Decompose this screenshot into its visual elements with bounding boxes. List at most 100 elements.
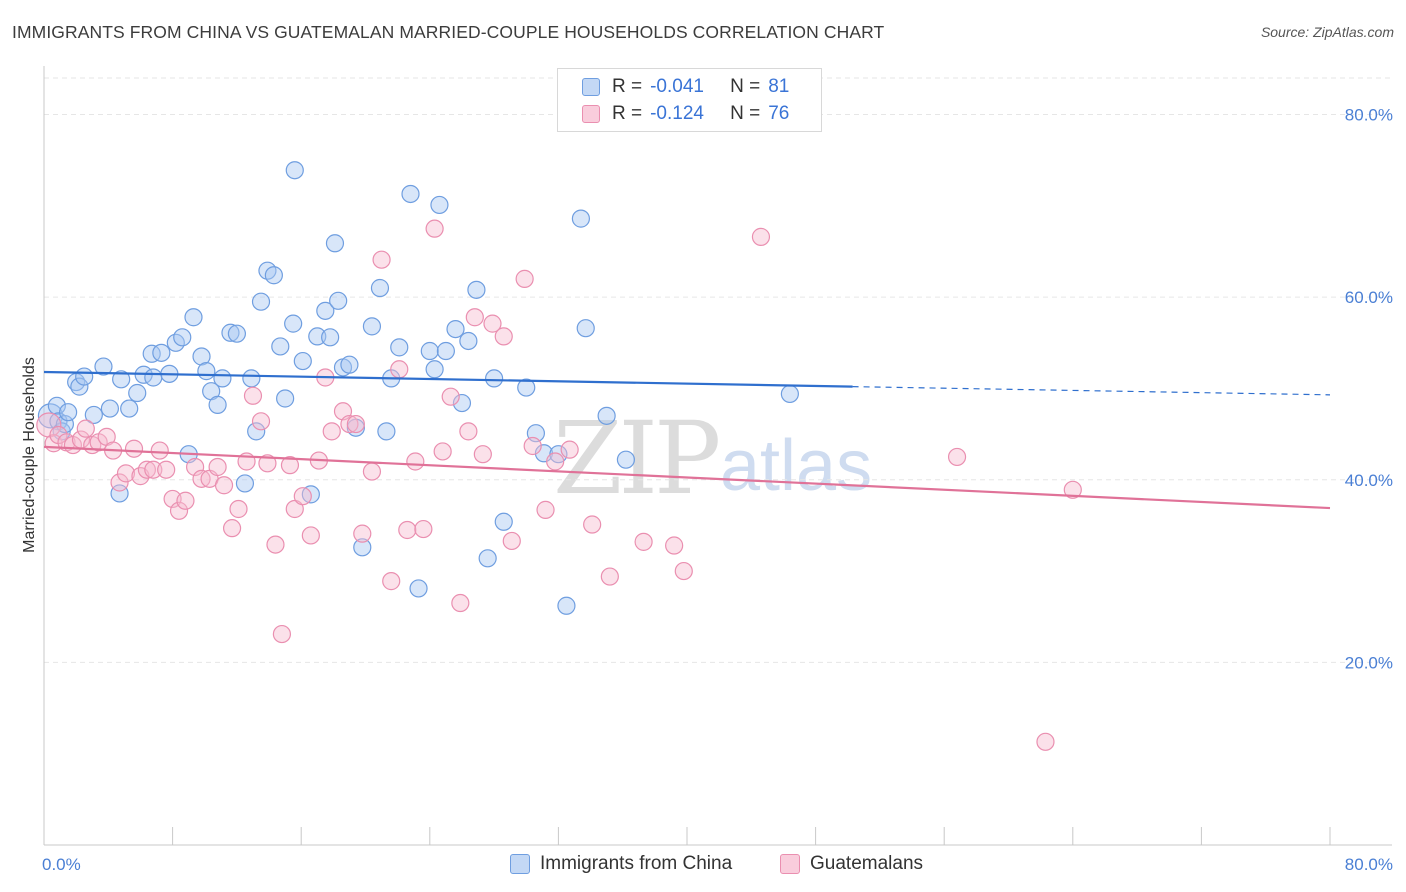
china-point xyxy=(362,317,382,336)
legend-n-value: 81 xyxy=(768,76,790,97)
legend-r-label: R = xyxy=(612,103,643,124)
guatemalans-point xyxy=(634,532,653,551)
china-point xyxy=(494,512,513,531)
china-point xyxy=(409,579,428,598)
source-label: Source: ZipAtlas.com xyxy=(1260,24,1394,40)
legend-r-value: -0.124 xyxy=(650,103,704,124)
china-point xyxy=(478,549,497,568)
guatemalans-point xyxy=(340,414,359,434)
china-point xyxy=(321,328,340,347)
china-point xyxy=(308,327,327,346)
guatemalans-point xyxy=(459,422,478,441)
guatemalans-point xyxy=(465,308,484,327)
axes xyxy=(43,66,1392,846)
china-point xyxy=(271,337,290,356)
guatemalans-point xyxy=(280,456,300,475)
y-tick-label: 80.0% xyxy=(1345,106,1393,125)
china-point xyxy=(436,341,455,361)
china-point xyxy=(59,403,78,422)
bottom-legend-china: Immigrants from China xyxy=(510,852,732,876)
china-point xyxy=(264,266,283,285)
china-point xyxy=(571,209,591,228)
china-point xyxy=(208,395,227,414)
china-point xyxy=(100,399,120,418)
china-point xyxy=(247,422,266,441)
china-point xyxy=(452,393,472,413)
china-trend-extension xyxy=(852,386,1331,396)
bottom-legend-swatch-guatemalans xyxy=(780,854,800,874)
guatemalans-point xyxy=(947,447,967,467)
legend-row-china: R = -0.041 N = 81 xyxy=(582,75,789,99)
china-point xyxy=(284,314,303,333)
china-trend-line xyxy=(43,370,853,388)
guatemalans-point xyxy=(560,440,579,459)
china-point xyxy=(430,195,449,215)
guatemalans-point xyxy=(157,460,176,479)
china-point xyxy=(293,351,312,371)
guatemalans-point xyxy=(229,499,248,519)
guatemalans-point xyxy=(124,439,144,458)
guatemalans-point xyxy=(425,219,444,238)
x-tick-label: 80.0% xyxy=(1345,855,1393,874)
grid-lines xyxy=(44,77,1392,663)
guatemalans-point xyxy=(494,327,513,346)
china-point xyxy=(576,319,595,338)
guatemalans-point xyxy=(208,457,227,477)
guatemalans-point xyxy=(36,412,62,438)
guatemalans-point xyxy=(169,501,189,520)
china-point xyxy=(47,396,66,415)
guatemalans-point xyxy=(243,386,263,405)
china-point xyxy=(467,280,486,299)
china-point xyxy=(242,369,261,388)
legend-n-label: N = xyxy=(730,76,761,97)
guatemalans-point xyxy=(451,593,470,613)
china-point xyxy=(597,406,616,425)
y-tick-label: 60.0% xyxy=(1345,288,1393,307)
china-point xyxy=(144,368,163,387)
guatemalans-point xyxy=(483,314,502,333)
china-point xyxy=(152,343,171,362)
series-china-points xyxy=(37,161,799,615)
watermark-atlas: atlas xyxy=(720,426,873,506)
guatemalans-point xyxy=(110,473,129,492)
china-point xyxy=(459,331,478,351)
guatemalans-point xyxy=(665,536,684,555)
guatemalans-point xyxy=(285,499,304,519)
guatemalans-point xyxy=(353,524,372,543)
guatemalans-point xyxy=(546,452,565,471)
china-point xyxy=(128,383,147,403)
china-point xyxy=(142,344,161,363)
guatemalans-point xyxy=(398,520,417,540)
china-point xyxy=(401,184,420,204)
legend-n-value: 76 xyxy=(768,103,790,124)
guatemalans-point xyxy=(144,460,163,479)
guatemalans-point xyxy=(362,462,382,481)
china-point xyxy=(112,370,131,389)
guatemalans-point xyxy=(222,519,242,538)
china-point xyxy=(425,360,444,379)
china-point xyxy=(377,422,396,441)
china-point xyxy=(557,596,576,615)
china-point xyxy=(192,347,211,366)
china-point xyxy=(84,405,103,425)
legend-row-guatemalans: R = -0.124 N = 76 xyxy=(582,102,789,126)
china-point xyxy=(285,161,304,180)
legend-swatch-guatemalans xyxy=(582,105,600,123)
guatemalans-point xyxy=(266,535,285,554)
guatemalans-point xyxy=(150,441,169,460)
series-guatemalans-points xyxy=(36,219,1082,751)
china-point xyxy=(325,234,345,253)
china-point xyxy=(353,538,372,557)
china-point xyxy=(173,328,192,347)
china-point xyxy=(316,301,335,320)
guatemalans-point xyxy=(372,250,391,269)
china-point xyxy=(235,474,255,493)
legend-r-label: R = xyxy=(612,76,643,97)
guatemalans-point xyxy=(751,227,771,246)
china-point xyxy=(221,323,240,342)
y-axis-label: Married-couple Households xyxy=(21,357,38,553)
trend-lines xyxy=(43,370,1331,510)
y-tick-label: 40.0% xyxy=(1345,471,1393,490)
bottom-legend-label-china: Immigrants from China xyxy=(540,853,733,874)
